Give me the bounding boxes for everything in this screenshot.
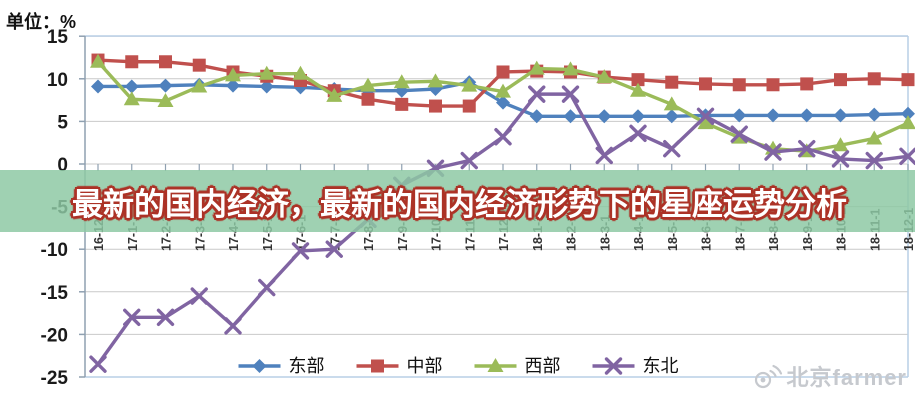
legend: 东部 中部 西部 东北 bbox=[238, 356, 679, 376]
svg-text:东部: 东部 bbox=[289, 356, 325, 376]
legend-item-east: 东部 bbox=[238, 356, 325, 376]
svg-text:0: 0 bbox=[57, 155, 68, 176]
title-banner: 最新的国内经济，最新的国内经济形势下的星座运势分析 bbox=[0, 170, 915, 232]
svg-text:东北: 东北 bbox=[643, 356, 679, 376]
banner-title: 最新的国内经济，最新的国内经济形势下的星座运势分析 bbox=[72, 186, 847, 222]
watermark: 北京farmer bbox=[753, 360, 907, 392]
series-west bbox=[90, 53, 915, 158]
legend-item-west: 西部 bbox=[474, 356, 561, 376]
watermark-text: 北京farmer bbox=[786, 365, 907, 390]
svg-text:西部: 西部 bbox=[525, 356, 561, 376]
svg-text:15: 15 bbox=[47, 27, 69, 48]
svg-text:5: 5 bbox=[57, 112, 68, 133]
svg-text:中部: 中部 bbox=[407, 356, 443, 376]
svg-text:-15: -15 bbox=[41, 283, 69, 304]
svg-text:-20: -20 bbox=[41, 325, 68, 346]
svg-text:-25: -25 bbox=[41, 368, 69, 389]
legend-item-central: 中部 bbox=[356, 356, 443, 376]
series-northeast bbox=[89, 85, 915, 373]
svg-text:10: 10 bbox=[47, 70, 68, 91]
weibo-eye-icon bbox=[754, 364, 782, 389]
legend-item-northeast: 东北 bbox=[592, 356, 679, 376]
svg-text:-10: -10 bbox=[41, 240, 68, 261]
unit-label: 单位：% bbox=[6, 12, 77, 32]
